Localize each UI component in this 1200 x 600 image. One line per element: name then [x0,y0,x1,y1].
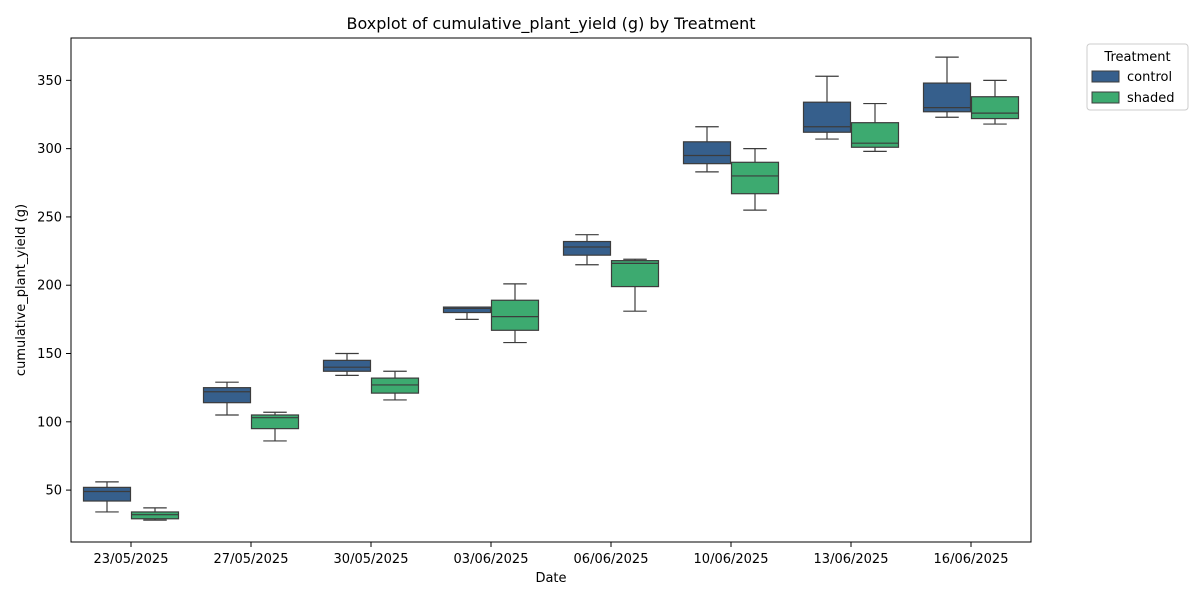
box-iqr [202,387,252,404]
box-control-5 [682,126,732,173]
legend-swatch-control [1091,70,1120,83]
box-iqr [562,240,612,256]
box-iqr [370,377,420,394]
legend: Treatment control shaded [1086,43,1189,111]
box-shaded-5 [730,148,780,211]
box-shaded-2 [370,370,420,401]
box-iqr [970,96,1020,120]
box-control-6 [802,75,852,140]
chart-title: Boxplot of cumulative_plant_yield (g) by… [346,14,755,34]
box-iqr [922,82,972,113]
box-control-0 [82,481,132,513]
box-control-1 [202,381,252,416]
box-control-2 [322,352,372,376]
y-axis-label: cumulative_plant_yield (g) [14,204,29,376]
x-tick-label: 30/05/2025 [334,552,409,567]
y-tick-label: 250 [37,210,62,225]
x-tick-label: 13/06/2025 [814,552,889,567]
legend-swatch-shaded [1091,91,1120,104]
box-shaded-7 [970,79,1020,125]
box-iqr [490,299,540,331]
legend-title: Treatment [1103,50,1170,65]
box-shaded-3 [490,283,540,344]
x-axis-label: Date [535,571,566,586]
box-iqr [802,101,852,133]
plot-frame [70,37,1032,543]
x-tick-label: 06/06/2025 [574,552,649,567]
x-tick-label: 27/05/2025 [214,552,289,567]
box-iqr [442,306,492,314]
legend-label-shaded: shaded [1127,91,1174,106]
box-control-7 [922,56,972,118]
box-iqr [250,414,300,430]
box-shaded-0 [130,507,180,521]
x-tick-label: 03/06/2025 [454,552,529,567]
x-tick-label: 23/05/2025 [94,552,169,567]
box-shaded-1 [250,411,300,442]
box-iqr [682,141,732,165]
x-tick-label: 16/06/2025 [934,552,1009,567]
box-iqr [730,161,780,195]
legend-label-control: control [1127,70,1172,85]
x-tick-label: 10/06/2025 [694,552,769,567]
box-iqr [322,359,372,372]
box-shaded-6 [850,102,900,152]
y-tick-label: 100 [37,415,62,430]
y-axis: 50 100 150 200 250 300 350 [37,74,71,499]
box-control-3 [442,306,492,320]
box-iqr [82,486,132,502]
box-iqr [130,511,180,520]
y-tick-label: 200 [37,279,62,294]
plot-area [70,37,1032,543]
box-control-4 [562,234,612,266]
box-iqr [610,260,660,288]
y-tick-label: 300 [37,142,62,157]
y-tick-label: 50 [45,484,62,499]
y-tick-label: 150 [37,347,62,362]
y-tick-label: 350 [37,74,62,89]
box-shaded-4 [610,258,660,312]
x-axis: 23/05/2025 27/05/2025 30/05/2025 03/06/2025… [94,542,1009,567]
